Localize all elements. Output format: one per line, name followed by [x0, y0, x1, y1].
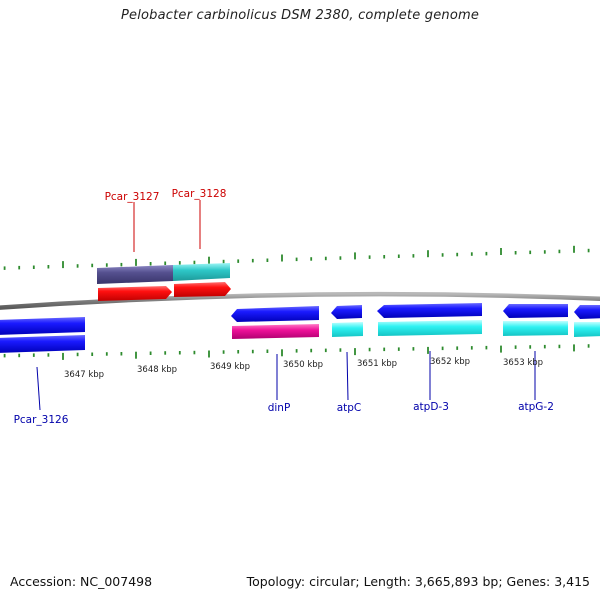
label-atpc[interactable]: atpC: [337, 402, 362, 414]
gene-dinp[interactable]: [231, 306, 319, 322]
scale-label-3649: 3649 kbp: [210, 362, 250, 372]
cog-track-bottom: [232, 320, 600, 339]
scale-label-3650: 3650 kbp: [283, 360, 323, 370]
cog-track-top: [97, 263, 230, 284]
genome-summary-text: Topology: circular; Length: 3,665,893 bp…: [246, 574, 590, 589]
gene-atpc[interactable]: [331, 305, 362, 319]
bottom-gene-labels: Pcar_3126 dinP atpC atpD-3 atpG-2: [14, 351, 554, 426]
genome-title: Pelobacter carbinolicus DSM 2380, comple…: [120, 8, 480, 23]
scale-label-3652: 3652 kbp: [430, 357, 470, 367]
scale-label-3653: 3653 kbp: [503, 358, 543, 368]
scale-labels: 3647 kbp 3648 kbp 3649 kbp 3650 kbp 3651…: [64, 357, 543, 380]
gene-pcar-3127[interactable]: [98, 286, 172, 301]
gene-next-cog[interactable]: [574, 322, 600, 337]
gene-atpd-3-cog[interactable]: [378, 320, 482, 336]
gene-atpg-2-cog[interactable]: [503, 321, 568, 336]
scale-label-3648: 3648 kbp: [137, 365, 177, 375]
gene-dinp-cog[interactable]: [232, 324, 319, 339]
gene-pcar-3128[interactable]: [174, 282, 231, 297]
reverse-strand-track: [0, 303, 600, 353]
accession-text: Accession: NC_007498: [10, 574, 153, 589]
top-gene-labels: Pcar_3127 Pcar_3128: [105, 188, 227, 252]
gene-pcar-3128-cog[interactable]: [173, 263, 230, 281]
label-atpd-3[interactable]: atpD-3: [413, 401, 449, 413]
genome-backbone: [0, 291, 600, 310]
scale-label-3647: 3647 kbp: [64, 370, 104, 380]
gene-pcar-3126[interactable]: [0, 335, 85, 353]
label-pcar-3128[interactable]: Pcar_3128: [172, 188, 227, 200]
gene-atpd-3[interactable]: [377, 303, 482, 318]
leader-atpc: [346, 351, 349, 401]
scale-label-3651: 3651 kbp: [357, 359, 397, 369]
leader-pcar-3126: [36, 366, 41, 411]
gene-pcar-3126-upper[interactable]: [0, 317, 85, 335]
label-pcar-3127[interactable]: Pcar_3127: [105, 191, 160, 203]
tick-row-bottom: [3, 344, 590, 360]
tick-row-top: [3, 245, 590, 270]
label-atpg-2[interactable]: atpG-2: [518, 401, 554, 413]
gene-atpg-2[interactable]: [503, 304, 568, 318]
gene-next-reverse[interactable]: [574, 305, 600, 319]
forward-strand-track: [98, 282, 231, 301]
label-dinp[interactable]: dinP: [268, 402, 291, 414]
label-pcar-3126[interactable]: Pcar_3126: [14, 414, 69, 426]
gene-pcar-3127-cog[interactable]: [97, 265, 173, 284]
gene-atpc-cog[interactable]: [332, 322, 363, 337]
